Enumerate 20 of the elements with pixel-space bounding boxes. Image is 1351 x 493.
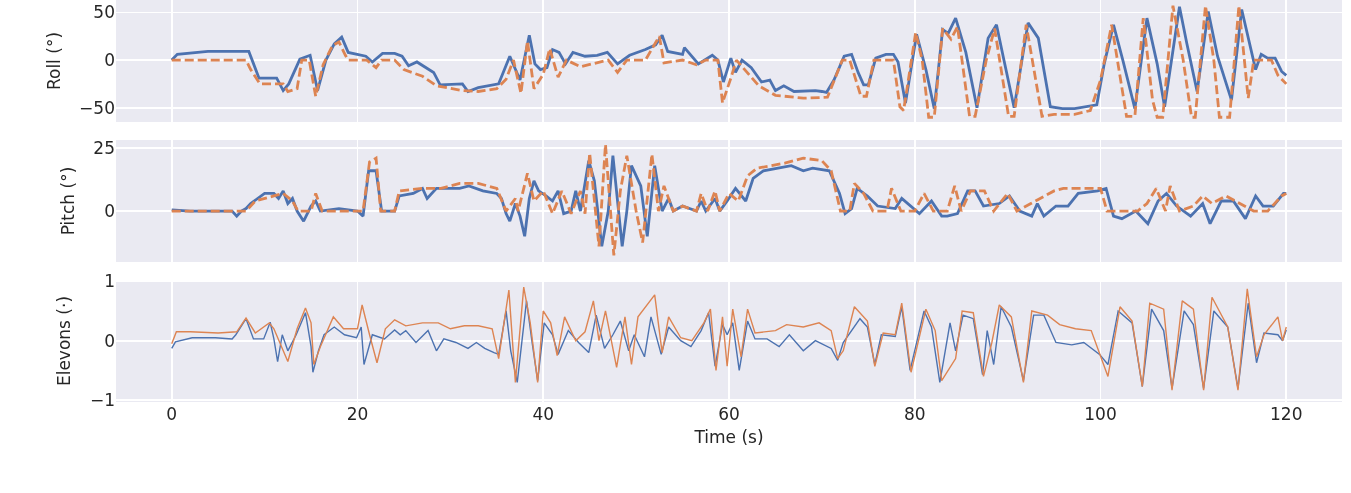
- x-tick-label: 120: [1270, 404, 1303, 424]
- y-tick-label: 0: [104, 50, 115, 70]
- line-series: [170, 142, 1288, 257]
- y-tick-label: 50: [93, 2, 115, 23]
- x-tick-label: 60: [718, 404, 740, 424]
- y-tick-label: 1: [104, 271, 115, 292]
- x-tick-label: 80: [903, 404, 926, 424]
- y-tick-label: −1: [89, 390, 115, 411]
- y-axis-title: Elevons (·): [54, 295, 75, 387]
- y-axis-title: Roll (°): [43, 31, 64, 91]
- x-axis-title: Time (s): [693, 427, 764, 448]
- y-tick-label: 25: [93, 138, 115, 159]
- x-tick-label: 100: [1084, 404, 1117, 424]
- y-tick-label: 0: [104, 201, 115, 222]
- y-tick-label: 0: [104, 330, 115, 351]
- y-axis-title: Pitch (°): [57, 166, 78, 236]
- x-tick-label: 40: [532, 404, 555, 424]
- x-tick-label: 0: [166, 404, 178, 424]
- y-tick-label: −50: [79, 97, 115, 118]
- x-tick-label: 20: [346, 404, 369, 424]
